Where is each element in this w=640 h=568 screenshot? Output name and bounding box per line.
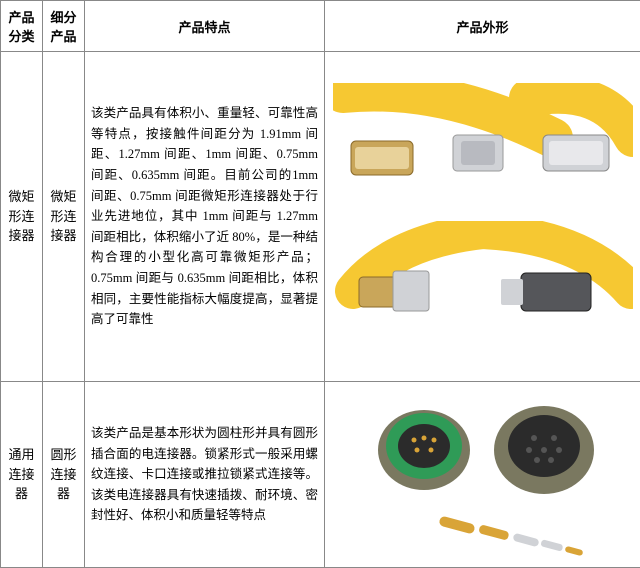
circular-connector-icon [329,390,629,560]
header-category: 产品分类 [1,1,43,52]
product-table: 产品分类 细分产品 产品特点 产品外形 微矩形连接器 微矩形连接器 该类产品具有… [0,0,640,568]
header-features: 产品特点 [85,1,325,52]
cell-description: 该类产品是基本形状为圆柱形并具有圆形插合面的电连接器。锁紧形式一般采用螺纹连接、… [85,382,325,568]
connector-image-top-icon [333,83,633,213]
cell-image [325,382,640,568]
connector-image-bottom-icon [333,221,633,351]
table-row: 微矩形连接器 微矩形连接器 该类产品具有体积小、重量轻、可靠性高等特点，按接触件… [1,52,640,382]
cell-image [325,52,640,382]
header-appearance: 产品外形 [325,1,640,52]
table-row: 通用连接器 圆形连接器 该类产品是基本形状为圆柱形并具有圆形插合面的电连接器。锁… [1,382,640,568]
header-subcategory: 细分产品 [43,1,85,52]
cell-description: 该类产品具有体积小、重量轻、可靠性高等特点，按接触件间距分为 1.91mm 间距… [85,52,325,382]
cell-category: 微矩形连接器 [1,52,43,382]
cell-category: 通用连接器 [1,382,43,568]
table-header-row: 产品分类 细分产品 产品特点 产品外形 [1,1,640,52]
cell-subcategory: 微矩形连接器 [43,52,85,382]
cell-subcategory: 圆形连接器 [43,382,85,568]
